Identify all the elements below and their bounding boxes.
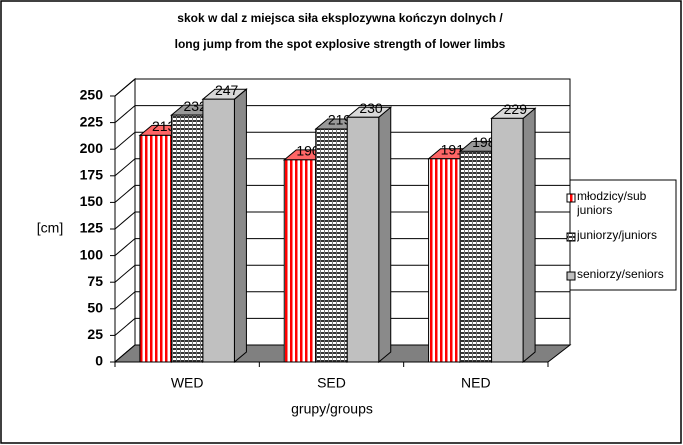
legend-swatch [566, 271, 576, 281]
grid-line [114, 131, 136, 150]
x-tick-label: WED [171, 375, 204, 391]
bar [428, 158, 461, 363]
y-tick-label: 125 [80, 220, 104, 236]
grid-line [114, 105, 136, 123]
legend-entry: seniorzy/seniors [577, 267, 664, 281]
grid-line [114, 238, 136, 256]
value-label: 219 [328, 112, 352, 128]
chart-title: skok w dal z miejsca siła eksplozywna ko… [177, 11, 503, 25]
y-tick-label: 150 [80, 193, 104, 209]
x-axis-label: grupy/groups [291, 401, 373, 417]
value-label: 213 [152, 118, 176, 134]
bar [491, 117, 524, 363]
bar [139, 134, 172, 363]
value-label: 247 [215, 82, 239, 98]
bar [459, 150, 493, 363]
legend-label: juniorzy/juniors [577, 228, 658, 242]
legend-label: seniorzy/seniors [577, 267, 664, 281]
value-label: 191 [441, 141, 465, 157]
y-tick-label: 50 [87, 300, 103, 316]
value-label: 198 [472, 134, 496, 150]
y-tick-label: 250 [80, 87, 104, 103]
legend-entry: młodzicy/sub juniors [577, 189, 647, 217]
bar [283, 159, 317, 363]
legend-entry: juniorzy/juniors [577, 228, 658, 242]
grid-line [114, 264, 136, 283]
value-label: 230 [359, 100, 383, 116]
legend-swatch [566, 193, 576, 203]
legend-label: młodzicy/sub juniors [577, 189, 647, 217]
y-tick-label: 0 [95, 353, 103, 369]
grid-line [114, 318, 136, 336]
grid-line [114, 211, 136, 230]
chart-subtitle: long jump from the spot explosive streng… [175, 37, 506, 51]
y-tick-label: 75 [87, 273, 103, 289]
value-label: 232 [183, 98, 207, 114]
value-label: 190 [296, 143, 320, 159]
grid-line [114, 185, 136, 203]
y-tick-label: 225 [80, 113, 104, 129]
bar [170, 114, 204, 363]
bar [315, 128, 348, 363]
y-tick-label: 100 [80, 246, 104, 262]
bar-side [233, 88, 247, 364]
value-label: 229 [504, 101, 528, 117]
legend-swatch [566, 232, 576, 242]
bar [202, 98, 235, 363]
x-tick-label: NED [461, 375, 491, 391]
grid-line [114, 158, 136, 177]
bar-side [378, 106, 392, 364]
grid-line [114, 78, 136, 97]
y-tick-label: 200 [80, 140, 104, 156]
legend-box [561, 179, 677, 291]
bar-side [522, 107, 536, 364]
bar [346, 116, 380, 363]
y-axis-label: [cm] [37, 220, 63, 236]
grid-line [114, 291, 136, 310]
x-tick-label: SED [317, 375, 346, 391]
y-tick-label: 175 [80, 167, 104, 183]
y-tick-label: 25 [87, 326, 103, 342]
